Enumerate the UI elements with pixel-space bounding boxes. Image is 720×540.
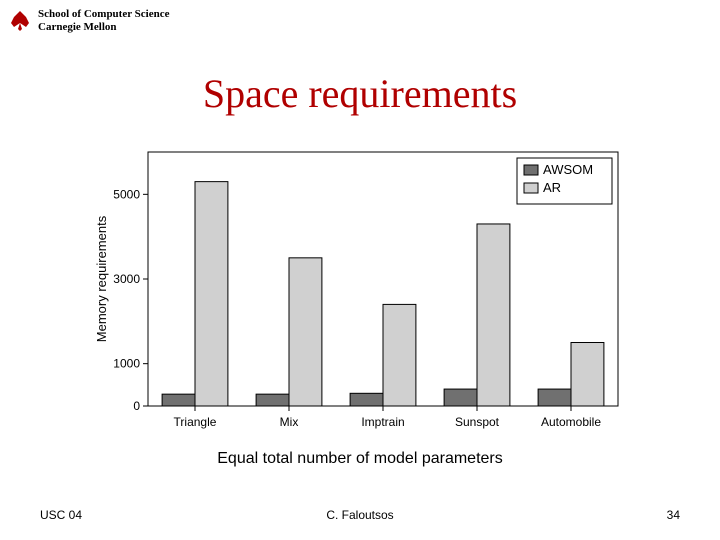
svg-text:Imptrain: Imptrain xyxy=(361,415,404,429)
svg-text:Memory requirements: Memory requirements xyxy=(94,215,109,342)
header-text: School of Computer Science Carnegie Mell… xyxy=(38,8,169,34)
header-line2: Carnegie Mellon xyxy=(38,21,169,34)
page-title: Space requirements xyxy=(0,70,720,117)
svg-text:5000: 5000 xyxy=(113,187,140,201)
svg-text:AWSOM: AWSOM xyxy=(543,162,593,177)
svg-text:0: 0 xyxy=(133,399,140,413)
header: School of Computer Science Carnegie Mell… xyxy=(8,8,169,34)
svg-text:Automobile: Automobile xyxy=(541,415,601,429)
header-line1: School of Computer Science xyxy=(38,8,169,21)
footer: USC 04 C. Faloutsos 34 xyxy=(0,508,720,528)
svg-text:AR: AR xyxy=(543,180,561,195)
svg-text:Triangle: Triangle xyxy=(174,415,217,429)
cmu-logo-icon xyxy=(8,9,32,33)
svg-text:Sunspot: Sunspot xyxy=(455,415,500,429)
chart-caption: Equal total number of model parameters xyxy=(0,450,720,468)
footer-center: C. Faloutsos xyxy=(0,508,720,522)
footer-right: 34 xyxy=(667,508,680,522)
svg-text:3000: 3000 xyxy=(113,272,140,286)
bar-chart: 0 1000 3000 5000 Memory requirements Triangle… xyxy=(90,140,630,440)
svg-text:1000: 1000 xyxy=(113,357,140,371)
svg-text:Mix: Mix xyxy=(280,415,299,429)
